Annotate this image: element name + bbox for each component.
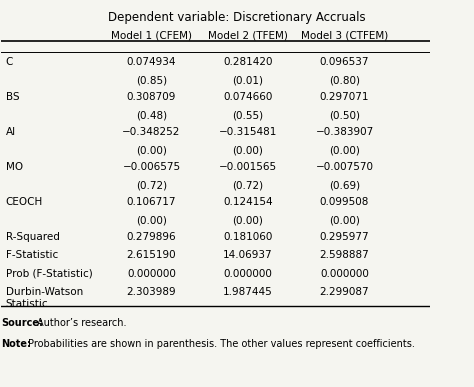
Text: (0.00): (0.00) bbox=[233, 216, 264, 225]
Text: 0.000000: 0.000000 bbox=[320, 269, 369, 279]
Text: (0.85): (0.85) bbox=[136, 75, 167, 86]
Text: Prob (F-Statistic): Prob (F-Statistic) bbox=[6, 269, 92, 279]
Text: (0.50): (0.50) bbox=[329, 111, 360, 120]
Text: −0.383907: −0.383907 bbox=[315, 127, 374, 137]
Text: Durbin-Watson
Statistic: Durbin-Watson Statistic bbox=[6, 287, 83, 309]
Text: −0.348252: −0.348252 bbox=[122, 127, 181, 137]
Text: (0.00): (0.00) bbox=[136, 146, 167, 156]
Text: Model 1 (CFEM): Model 1 (CFEM) bbox=[111, 30, 192, 40]
Text: Source:: Source: bbox=[1, 318, 44, 328]
Text: 0.106717: 0.106717 bbox=[127, 197, 176, 207]
Text: (0.72): (0.72) bbox=[232, 180, 264, 190]
Text: 0.000000: 0.000000 bbox=[127, 269, 176, 279]
Text: (0.72): (0.72) bbox=[136, 180, 167, 190]
Text: Note:: Note: bbox=[1, 339, 31, 349]
Text: (0.69): (0.69) bbox=[329, 180, 360, 190]
Text: 0.181060: 0.181060 bbox=[223, 232, 273, 242]
Text: 0.295977: 0.295977 bbox=[320, 232, 369, 242]
Text: AI: AI bbox=[6, 127, 16, 137]
Text: (0.80): (0.80) bbox=[329, 75, 360, 86]
Text: R-Squared: R-Squared bbox=[6, 232, 60, 242]
Text: Probabilities are shown in parenthesis. The other values represent coefficients.: Probabilities are shown in parenthesis. … bbox=[28, 339, 415, 349]
Text: (0.00): (0.00) bbox=[233, 146, 264, 156]
Text: 2.598887: 2.598887 bbox=[319, 250, 369, 260]
Text: (0.00): (0.00) bbox=[136, 216, 167, 225]
Text: (0.48): (0.48) bbox=[136, 111, 167, 120]
Text: −0.007570: −0.007570 bbox=[316, 162, 374, 172]
Text: 2.299087: 2.299087 bbox=[320, 287, 369, 297]
Text: 0.000000: 0.000000 bbox=[224, 269, 273, 279]
Text: BS: BS bbox=[6, 92, 19, 102]
Text: (0.55): (0.55) bbox=[232, 111, 264, 120]
Text: (0.01): (0.01) bbox=[233, 75, 264, 86]
Text: 0.279896: 0.279896 bbox=[127, 232, 176, 242]
Text: (0.00): (0.00) bbox=[329, 146, 360, 156]
Text: −0.006575: −0.006575 bbox=[122, 162, 181, 172]
Text: 0.297071: 0.297071 bbox=[320, 92, 369, 102]
Text: Model 3 (CTFEM): Model 3 (CTFEM) bbox=[301, 30, 388, 40]
Text: Model 2 (TFEM): Model 2 (TFEM) bbox=[208, 30, 288, 40]
Text: 14.06937: 14.06937 bbox=[223, 250, 273, 260]
Text: 2.615190: 2.615190 bbox=[127, 250, 176, 260]
Text: 0.096537: 0.096537 bbox=[320, 57, 369, 67]
Text: Author’s research.: Author’s research. bbox=[36, 318, 126, 328]
Text: 0.308709: 0.308709 bbox=[127, 92, 176, 102]
Text: 1.987445: 1.987445 bbox=[223, 287, 273, 297]
Text: 2.303989: 2.303989 bbox=[127, 287, 176, 297]
Text: −0.315481: −0.315481 bbox=[219, 127, 277, 137]
Text: F-Statistic: F-Statistic bbox=[6, 250, 58, 260]
Text: (0.00): (0.00) bbox=[329, 216, 360, 225]
Text: MO: MO bbox=[6, 162, 23, 172]
Text: −0.001565: −0.001565 bbox=[219, 162, 277, 172]
Text: C: C bbox=[6, 57, 13, 67]
Text: 0.124154: 0.124154 bbox=[223, 197, 273, 207]
Text: 0.074934: 0.074934 bbox=[127, 57, 176, 67]
Text: 0.099508: 0.099508 bbox=[320, 197, 369, 207]
Text: Dependent variable: Discretionary Accruals: Dependent variable: Discretionary Accrua… bbox=[109, 11, 366, 24]
Text: CEOCH: CEOCH bbox=[6, 197, 43, 207]
Text: 0.074660: 0.074660 bbox=[223, 92, 273, 102]
Text: 0.281420: 0.281420 bbox=[223, 57, 273, 67]
